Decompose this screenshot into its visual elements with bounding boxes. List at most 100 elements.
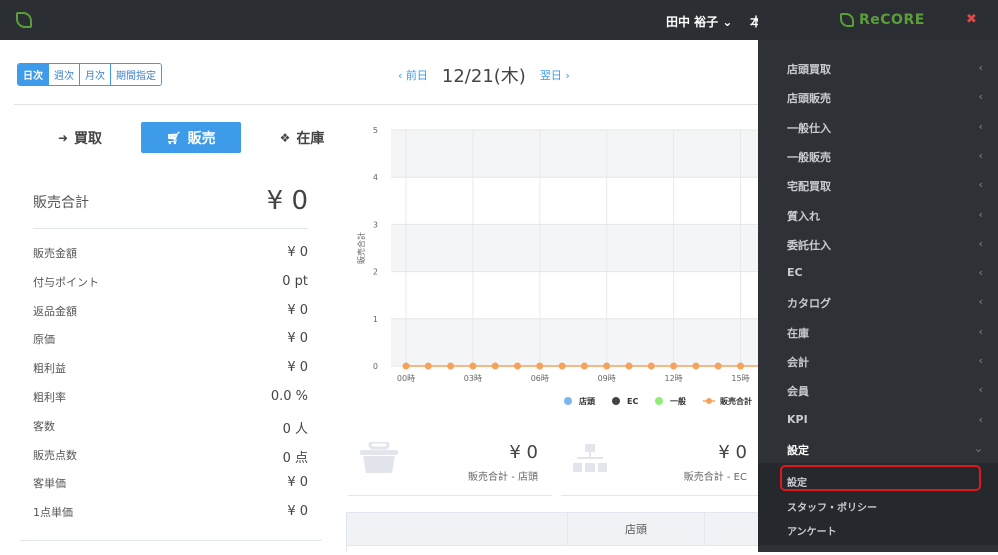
- data-point: [536, 362, 544, 370]
- data-point: [402, 362, 410, 370]
- cubes-icon: ❖: [279, 130, 291, 145]
- legend-marker: [655, 397, 663, 405]
- period-custom[interactable]: 期間指定: [111, 64, 161, 85]
- menu-item[interactable]: 質入れ ‹: [787, 208, 983, 228]
- leaf-logo-icon: [840, 13, 854, 27]
- y-tick-label: 3: [373, 220, 378, 229]
- grid-band: [391, 130, 780, 178]
- summary-row-label: 粗利益: [33, 362, 66, 376]
- current-date: 12/21(木): [441, 66, 526, 87]
- highlight-box: [780, 465, 981, 491]
- menu-item[interactable]: 在庫 ‹: [787, 325, 983, 345]
- menu-item[interactable]: 宅配買取 ‹: [787, 178, 983, 198]
- tab-label: 在庫: [296, 130, 325, 147]
- chevron-left-icon: ‹: [978, 236, 983, 250]
- data-point: [514, 362, 521, 370]
- menu-item-label: EC: [787, 266, 803, 280]
- sign-in-icon: ➜: [57, 130, 69, 145]
- legend-label: 販売合計: [720, 396, 752, 406]
- card-ec-sales: ¥ 0 販売合計 - EC: [561, 440, 761, 496]
- menu-item[interactable]: 一般販売 ‹: [787, 149, 983, 169]
- menu-item-label: カタログ: [787, 297, 831, 311]
- chevron-down-icon: ⌄: [973, 441, 983, 455]
- table-header-cell: 店頭: [568, 513, 705, 545]
- data-point: [692, 362, 700, 370]
- x-tick-label: 00時: [397, 374, 415, 383]
- menu-item[interactable]: 会計 ‹: [787, 354, 983, 374]
- summary-row: 販売点数 0 点: [33, 447, 308, 476]
- x-tick-label: 15時: [731, 374, 749, 383]
- card-store-sales: ¥ 0 販売合計 - 店頭: [348, 440, 552, 496]
- y-tick-label: 4: [373, 173, 378, 182]
- menu-item-label: 店頭販売: [787, 92, 831, 106]
- menu-item-label: 在庫: [787, 326, 809, 340]
- y-tick-label: 2: [373, 268, 378, 277]
- prev-day-link[interactable]: ‹ 前日: [398, 69, 428, 82]
- submenu-item[interactable]: 設定: [787, 478, 807, 489]
- chevron-left-icon: ‹: [978, 295, 983, 309]
- summary-row: 客単価 ¥ 0: [33, 475, 308, 504]
- menu-item[interactable]: EC ‹: [787, 266, 983, 286]
- menu-item-label: 一般販売: [787, 150, 831, 164]
- tab-label: 買取: [74, 130, 103, 147]
- menu-header: ReCORE ✖: [758, 0, 998, 40]
- tab-purchase[interactable]: ➜ 買取: [30, 122, 130, 153]
- chevron-left-icon: ‹: [978, 90, 983, 104]
- summary-row: 販売金額 ¥ 0: [33, 245, 308, 274]
- menu-item[interactable]: 設定 ⌄: [787, 442, 983, 462]
- chevron-left-icon: ‹: [978, 207, 983, 221]
- data-point: [491, 362, 499, 370]
- menu-item[interactable]: 会員 ‹: [787, 383, 983, 403]
- data-point: [670, 362, 678, 370]
- period-monthly[interactable]: 月次: [80, 64, 111, 85]
- menu-item[interactable]: 一般仕入 ‹: [787, 120, 983, 140]
- menu-item[interactable]: 委託仕入 ‹: [787, 237, 983, 257]
- legend-marker: [564, 397, 572, 405]
- y-tick-label: 0: [373, 362, 378, 371]
- summary-row-value: ¥ 0: [287, 475, 308, 491]
- next-day-link[interactable]: 翌日 ›: [539, 69, 570, 82]
- period-daily[interactable]: 日次: [18, 64, 49, 85]
- summary-row-label: 販売金額: [33, 247, 77, 260]
- menu-item[interactable]: KPI ‹: [787, 413, 983, 433]
- menu-item-label: 一般仕入: [787, 121, 831, 135]
- user-menu[interactable]: 田中 裕子 ⌄: [666, 15, 733, 29]
- sitemap-icon: [573, 444, 607, 472]
- chevron-left-icon: ‹: [978, 148, 983, 162]
- data-point: [424, 362, 432, 370]
- divider: [14, 104, 759, 105]
- period-selector: 日次 週次 月次 期間指定: [17, 63, 162, 86]
- period-weekly[interactable]: 週次: [49, 64, 80, 85]
- data-point: [558, 362, 566, 370]
- summary-row-value: 0.0 %: [270, 388, 308, 404]
- y-tick-label: 1: [373, 315, 378, 324]
- summary-row-value: 0 pt: [282, 273, 308, 289]
- chevron-left-icon: ‹: [978, 61, 983, 74]
- sales-table: 店頭: [346, 512, 767, 555]
- menu-item[interactable]: 店頭買取 ‹: [787, 61, 983, 81]
- menu-item[interactable]: 店頭販売 ‹: [787, 90, 983, 110]
- x-tick-label: 03時: [464, 374, 482, 383]
- x-tick-label: 06時: [531, 374, 549, 383]
- close-icon[interactable]: ✖: [966, 12, 977, 27]
- submenu-item[interactable]: アンケート: [787, 527, 837, 538]
- chevron-left-icon: ‹: [978, 383, 983, 397]
- summary-row: 粗利益 ¥ 0: [33, 360, 308, 389]
- submenu-item[interactable]: スタッフ・ポリシー: [787, 502, 877, 514]
- legend-marker: [612, 397, 620, 405]
- tab-stock[interactable]: ❖ 在庫: [252, 122, 352, 153]
- y-tick-label: 5: [373, 126, 378, 135]
- tab-sales[interactable]: 🛒︎ 販売: [141, 122, 241, 153]
- menu-item-label: 設定: [787, 443, 809, 457]
- summary-row-label: 原価: [33, 333, 55, 347]
- brand-name: ReCORE: [859, 12, 925, 28]
- chevron-left-icon: ‹: [978, 178, 983, 192]
- logo-leaf-icon[interactable]: [16, 12, 32, 28]
- menu-item[interactable]: カタログ ‹: [787, 295, 983, 315]
- brand-logo: ReCORE: [840, 12, 925, 28]
- card-value: ¥ 0: [718, 442, 747, 463]
- legend-label: 店頭: [579, 396, 596, 406]
- summary-row: 原価 ¥ 0: [33, 331, 308, 360]
- table-row: [347, 545, 767, 555]
